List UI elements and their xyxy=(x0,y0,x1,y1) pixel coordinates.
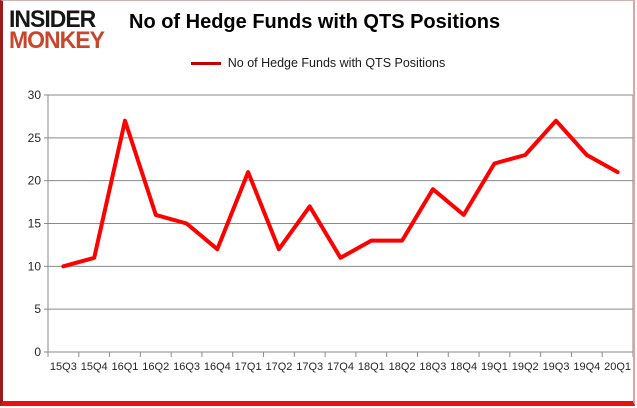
y-tick-label: 30 xyxy=(28,88,42,102)
y-tick-label: 0 xyxy=(34,345,41,359)
x-tick-label: 15Q3 xyxy=(50,361,77,373)
y-tick-label: 10 xyxy=(28,259,42,273)
x-tick-label: 17Q3 xyxy=(296,361,323,373)
logo-text-insider: INSIDER xyxy=(9,4,96,33)
x-tick-label: 18Q3 xyxy=(419,361,446,373)
x-tick-label: 16Q2 xyxy=(142,361,169,373)
x-tick-label: 17Q1 xyxy=(235,361,262,373)
x-tick-label: 18Q4 xyxy=(450,361,477,373)
y-tick-label: 5 xyxy=(34,302,41,316)
x-tick-label: 16Q4 xyxy=(204,361,231,373)
x-tick-label: 16Q1 xyxy=(112,361,139,373)
logo-text-monkey: MONKEY xyxy=(9,26,105,54)
hedge-funds-line-chart: 0 5 10 15 20 25 30 15Q3 15Q4 16Q1 16Q2 16Q3 16Q4 17Q1… xyxy=(28,88,633,373)
x-tick-label: 17Q2 xyxy=(265,361,292,373)
legend-line-swatch xyxy=(190,61,221,65)
x-tick-label: 18Q1 xyxy=(358,361,385,373)
legend-label: No of Hedge Funds with QTS Positions xyxy=(227,56,446,70)
x-tick-label: 20Q1 xyxy=(604,361,631,373)
y-tick-label: 20 xyxy=(28,174,42,188)
x-tick-label: 15Q4 xyxy=(81,361,108,373)
y-tick-label: 25 xyxy=(28,131,42,145)
x-tick-label: 17Q4 xyxy=(327,361,354,373)
x-tick-label: 19Q2 xyxy=(512,361,539,373)
x-tick-label: 19Q4 xyxy=(573,361,600,373)
insider-monkey-logo: INSIDER MONKEY xyxy=(9,4,105,54)
y-tick-label: 15 xyxy=(28,217,42,231)
page-title: No of Hedge Funds with QTS Positions xyxy=(129,11,501,33)
x-tick-label: 16Q3 xyxy=(173,361,200,373)
x-tick-label: 19Q3 xyxy=(543,361,570,373)
x-tick-label: 19Q1 xyxy=(481,361,508,373)
series-line xyxy=(61,118,620,269)
chart-legend: No of Hedge Funds with QTS Positions xyxy=(3,56,633,70)
x-tick-label: 18Q2 xyxy=(389,361,416,373)
